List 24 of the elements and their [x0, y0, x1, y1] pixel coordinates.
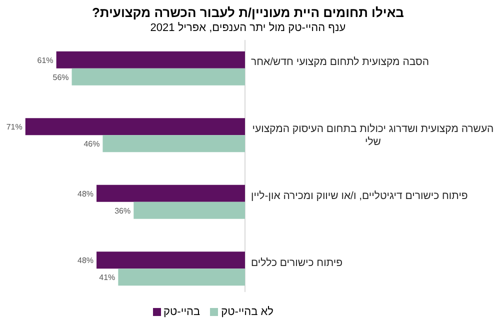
legend-label: בהיי-טק	[164, 306, 200, 318]
bar	[25, 118, 245, 136]
y-tick-label: הסבה מקצועית לתחום מקצועי חדש/אחר	[251, 56, 430, 70]
data-label: 36%	[114, 206, 131, 216]
legend-label: לא בהיי-טק	[221, 306, 274, 318]
data-label: 48%	[78, 189, 94, 198]
data-label: 41%	[99, 273, 116, 282]
data-label: 48%	[78, 256, 94, 266]
data-label: 46%	[84, 140, 100, 149]
y-tick-label: פיתוח כישורים כללים	[251, 256, 342, 270]
bar	[72, 68, 245, 86]
bar	[96, 184, 245, 202]
data-label: 61%	[37, 56, 54, 65]
bar	[118, 268, 245, 286]
title: באילו תחומים היית מעוניין/ת לעבור הכשרה מקצועית?	[90, 5, 406, 20]
subtitle: ענף ההיי-טק מול יתר הענפים, אפריל 2021	[149, 22, 347, 34]
y-tick-label: העשרה מקצועית ושדרוג יכולות בתחום העיסוק המקצועי שלי	[251, 123, 495, 150]
data-label: 71%	[6, 122, 22, 132]
bar	[102, 135, 245, 152]
y-tick-label: פיתוח כישורים דיגיטליים, ו/או שיווק ומכירה און-ליין	[251, 190, 468, 203]
data-label: 56%	[52, 72, 69, 82]
bar	[56, 51, 245, 68]
bar	[96, 252, 245, 269]
bar	[134, 202, 245, 219]
